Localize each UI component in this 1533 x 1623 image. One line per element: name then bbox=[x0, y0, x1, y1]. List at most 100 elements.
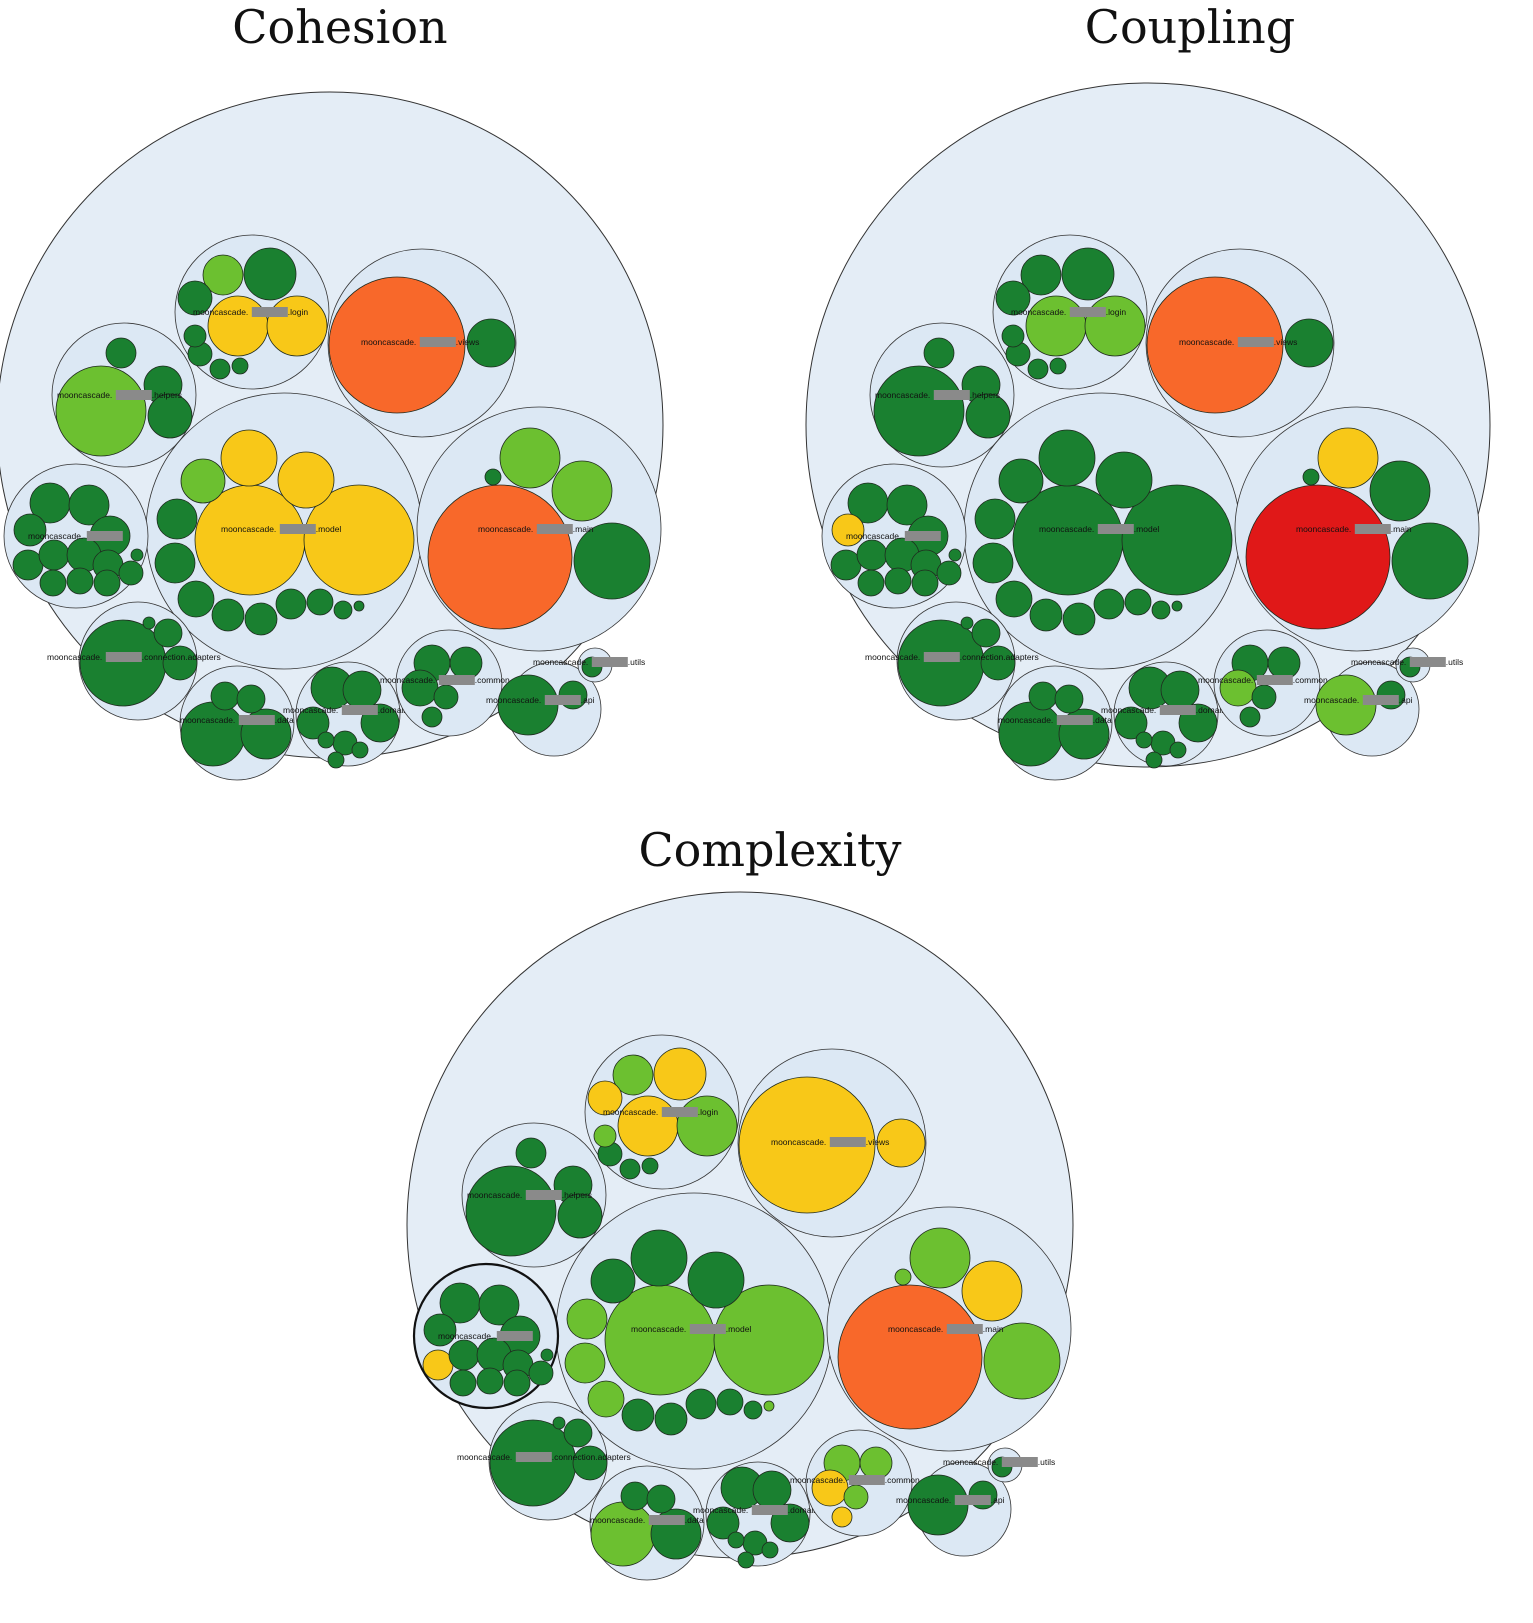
module-circle[interactable] bbox=[743, 1400, 763, 1420]
module-circle[interactable] bbox=[1084, 295, 1146, 357]
package-login[interactable]: mooncascade. .login bbox=[992, 234, 1148, 390]
package-api[interactable]: mooncascade. .api bbox=[1304, 661, 1420, 757]
module-circle[interactable] bbox=[142, 616, 156, 630]
package-connection-adapters[interactable]: mooncascade. .connection.adapters bbox=[47, 601, 221, 721]
module-circle[interactable] bbox=[306, 588, 334, 616]
module-circle[interactable] bbox=[590, 1258, 636, 1304]
package-main[interactable]: mooncascade. .main bbox=[1234, 406, 1480, 652]
module-circle[interactable] bbox=[1029, 598, 1063, 632]
module-circle[interactable] bbox=[654, 1402, 688, 1436]
package-common[interactable]: mooncascade. .common bbox=[1198, 629, 1328, 737]
module-circle[interactable] bbox=[153, 618, 183, 648]
module-circle[interactable] bbox=[1391, 522, 1469, 600]
module-circle[interactable] bbox=[1001, 324, 1025, 348]
module-circle[interactable] bbox=[716, 1388, 744, 1416]
module-circle[interactable] bbox=[886, 484, 928, 526]
module-circle[interactable] bbox=[478, 1284, 520, 1326]
module-circle[interactable] bbox=[1020, 254, 1062, 296]
module-circle[interactable] bbox=[130, 548, 144, 562]
module-circle[interactable] bbox=[909, 1227, 971, 1289]
module-circle[interactable] bbox=[1146, 276, 1284, 414]
package-main[interactable]: mooncascade. .main bbox=[416, 406, 662, 652]
module-circle[interactable] bbox=[55, 365, 147, 457]
module-circle[interactable] bbox=[831, 1506, 853, 1528]
package-login[interactable]: mooncascade. .login bbox=[584, 1034, 740, 1190]
package-common[interactable]: mooncascade. .common bbox=[380, 629, 510, 737]
module-circle[interactable] bbox=[1093, 588, 1125, 620]
package-views[interactable]: mooncascade. .views bbox=[1145, 248, 1335, 438]
module-circle[interactable] bbox=[1245, 484, 1391, 630]
module-circle[interactable] bbox=[342, 670, 382, 710]
module-circle[interactable] bbox=[1151, 600, 1171, 620]
module-circle[interactable] bbox=[499, 427, 561, 489]
module-circle[interactable] bbox=[449, 1369, 477, 1397]
module-circle[interactable] bbox=[1302, 468, 1320, 486]
module-circle[interactable] bbox=[936, 560, 962, 586]
module-circle[interactable] bbox=[965, 393, 1011, 439]
module-circle[interactable] bbox=[713, 1284, 825, 1396]
package-root[interactable]: mooncascade. bbox=[3, 463, 149, 609]
module-circle[interactable] bbox=[243, 247, 297, 301]
module-circle[interactable] bbox=[180, 701, 246, 767]
module-circle[interactable] bbox=[465, 1165, 557, 1257]
package-views[interactable]: mooncascade. .views bbox=[737, 1048, 927, 1238]
package-utils[interactable]: mooncascade. .utils bbox=[1351, 647, 1463, 683]
module-circle[interactable] bbox=[118, 560, 144, 586]
module-circle[interactable] bbox=[1239, 706, 1261, 728]
package-model[interactable]: mooncascade. .model bbox=[555, 1192, 833, 1470]
package-connection-adapters[interactable]: mooncascade. .connection.adapters bbox=[457, 1401, 631, 1521]
module-circle[interactable] bbox=[296, 706, 330, 740]
module-circle[interactable] bbox=[68, 484, 110, 526]
module-circle[interactable] bbox=[856, 539, 888, 571]
module-circle[interactable] bbox=[590, 1501, 656, 1567]
module-circle[interactable] bbox=[236, 684, 266, 714]
module-circle[interactable] bbox=[154, 542, 196, 584]
package-helpers[interactable]: mooncascade. .helpers bbox=[869, 322, 1015, 468]
module-circle[interactable] bbox=[1160, 670, 1200, 710]
module-circle[interactable] bbox=[421, 706, 443, 728]
module-circle[interactable] bbox=[897, 619, 985, 707]
module-circle[interactable] bbox=[466, 318, 516, 368]
module-circle[interactable] bbox=[587, 1380, 625, 1418]
module-circle[interactable] bbox=[180, 458, 226, 504]
module-circle[interactable] bbox=[303, 484, 415, 596]
module-circle[interactable] bbox=[427, 484, 573, 630]
module-circle[interactable] bbox=[572, 1445, 608, 1481]
package-login[interactable]: mooncascade. .login bbox=[174, 234, 330, 390]
module-circle[interactable] bbox=[995, 580, 1033, 618]
module-circle[interactable] bbox=[876, 1118, 926, 1168]
module-circle[interactable] bbox=[1061, 247, 1115, 301]
package-model[interactable]: mooncascade. .model bbox=[145, 392, 423, 670]
module-circle[interactable] bbox=[961, 1260, 1023, 1322]
module-circle[interactable] bbox=[1038, 429, 1096, 487]
module-circle[interactable] bbox=[39, 569, 67, 597]
module-circle[interactable] bbox=[831, 513, 865, 547]
module-circle[interactable] bbox=[244, 602, 278, 636]
module-circle[interactable] bbox=[630, 1229, 688, 1287]
module-circle[interactable] bbox=[1135, 731, 1153, 749]
package-domain[interactable]: mooncascade. .domain bbox=[693, 1461, 818, 1569]
module-circle[interactable] bbox=[706, 1506, 740, 1540]
module-circle[interactable] bbox=[738, 1076, 876, 1214]
module-circle[interactable] bbox=[1049, 357, 1067, 375]
module-circle[interactable] bbox=[551, 460, 613, 522]
module-circle[interactable] bbox=[685, 1388, 717, 1420]
module-circle[interactable] bbox=[540, 1348, 554, 1362]
module-circle[interactable] bbox=[1317, 427, 1379, 489]
module-circle[interactable] bbox=[484, 468, 502, 486]
module-circle[interactable] bbox=[573, 522, 651, 600]
module-circle[interactable] bbox=[333, 600, 353, 620]
package-common[interactable]: mooncascade. .common bbox=[790, 1429, 920, 1537]
module-circle[interactable] bbox=[873, 365, 965, 457]
module-circle[interactable] bbox=[423, 1313, 457, 1347]
package-data[interactable]: mooncascade. .data bbox=[997, 665, 1113, 781]
module-circle[interactable] bbox=[619, 1158, 641, 1180]
module-circle[interactable] bbox=[177, 580, 215, 618]
module-circle[interactable] bbox=[843, 1484, 869, 1510]
module-circle[interactable] bbox=[995, 280, 1031, 316]
module-circle[interactable] bbox=[275, 588, 307, 620]
module-circle[interactable] bbox=[830, 549, 862, 581]
package-data[interactable]: mooncascade. .data bbox=[179, 665, 295, 781]
package-views[interactable]: mooncascade. .views bbox=[327, 248, 517, 438]
module-circle[interactable] bbox=[983, 1322, 1061, 1400]
